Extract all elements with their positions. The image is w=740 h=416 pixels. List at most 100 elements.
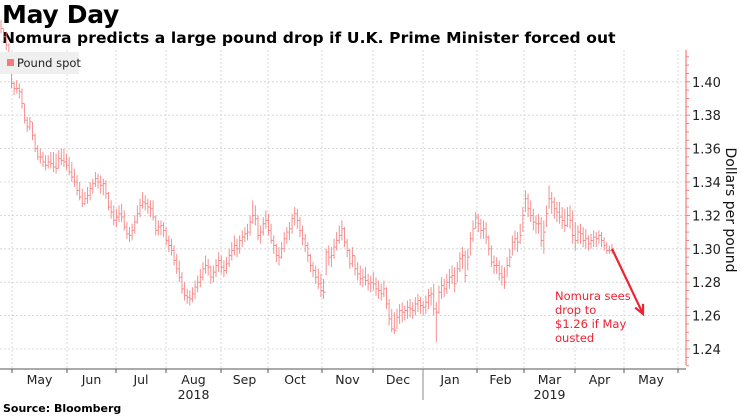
- annotation-line-1: Nomura sees: [555, 289, 631, 303]
- x-tick-label: Nov: [335, 372, 360, 387]
- price-bar: [396, 308, 400, 329]
- price-bar: [448, 268, 452, 289]
- price-bar: [601, 232, 604, 248]
- price-bar: [590, 233, 594, 249]
- price-bar: [254, 205, 258, 226]
- x-tick-label: Aug: [181, 372, 205, 387]
- price-bar: [5, 31, 9, 51]
- price-bar: [475, 212, 478, 229]
- x-year-label: 2018: [178, 387, 210, 402]
- price-bar: [157, 220, 161, 236]
- price-bar: [391, 308, 394, 333]
- price-bar: [404, 305, 408, 321]
- price-bar: [100, 175, 103, 194]
- price-bar: [144, 195, 148, 211]
- price-bar: [551, 192, 554, 214]
- price-bar: [412, 302, 415, 319]
- price-bar: [47, 155, 51, 169]
- price-bar: [286, 227, 290, 244]
- price-bar: [519, 223, 523, 244]
- price-bar: [577, 225, 581, 244]
- price-bar: [378, 280, 381, 299]
- price-bar: [451, 265, 455, 284]
- price-bar: [462, 247, 465, 269]
- price-bar: [304, 233, 308, 253]
- price-bar: [257, 215, 261, 241]
- price-bar: [454, 267, 457, 293]
- price-bar: [338, 225, 342, 244]
- price-bar: [212, 265, 216, 283]
- price-bar: [603, 237, 607, 251]
- price-bar: [362, 268, 366, 288]
- price-bar: [205, 255, 208, 274]
- price-bar: [530, 200, 533, 223]
- price-bar: [231, 242, 234, 261]
- x-tick-label: Dec: [386, 372, 410, 387]
- price-bar: [31, 121, 35, 141]
- price-bar: [239, 235, 242, 254]
- price-bar: [87, 187, 90, 204]
- price-bar: [320, 273, 324, 298]
- price-bar: [472, 220, 476, 243]
- price-bar: [593, 230, 596, 248]
- price-bar: [399, 303, 402, 324]
- price-bar: [218, 252, 221, 273]
- price-bar: [241, 230, 245, 248]
- price-bar: [16, 80, 19, 94]
- legend: Pound spot: [0, 52, 81, 74]
- price-bar: [102, 178, 106, 196]
- price-bar: [606, 242, 609, 254]
- x-tick-label: Jun: [81, 372, 102, 387]
- price-bar: [365, 267, 368, 286]
- price-bar: [393, 312, 397, 334]
- price-bar: [296, 208, 300, 229]
- y-tick-label: 1.28: [692, 276, 721, 291]
- price-bar: [215, 258, 219, 278]
- price-bar: [543, 220, 547, 254]
- price-bar: [315, 265, 318, 284]
- price-bar: [139, 198, 143, 218]
- price-bar: [375, 277, 379, 296]
- x-year-label: 2019: [534, 387, 566, 402]
- y-tick-label: 1.36: [692, 143, 721, 158]
- price-bar: [506, 257, 510, 278]
- price-bar: [260, 225, 263, 244]
- price-bar: [370, 275, 373, 293]
- price-bar: [511, 235, 515, 256]
- price-bar: [446, 273, 449, 294]
- price-bar: [191, 287, 195, 303]
- price-bar: [66, 153, 69, 171]
- price-bar: [45, 155, 48, 171]
- price-bar: [13, 81, 17, 96]
- price-bar: [582, 227, 586, 248]
- grid-lines: [0, 50, 686, 369]
- price-bar: [63, 148, 67, 167]
- price-bar: [488, 235, 491, 256]
- y-tick-label: 1.32: [692, 209, 721, 224]
- price-bar: [223, 260, 227, 278]
- price-bar: [401, 302, 405, 323]
- price-bar: [273, 235, 276, 254]
- price-bar: [249, 215, 253, 236]
- price-bar: [483, 220, 486, 239]
- price-bar: [178, 260, 182, 283]
- price-bar: [181, 272, 185, 294]
- price-bar: [105, 180, 109, 199]
- price-bar: [186, 288, 190, 304]
- price-bar: [246, 223, 250, 241]
- price-bar: [435, 302, 439, 343]
- price-bar: [50, 151, 54, 169]
- price-bar: [359, 265, 363, 286]
- price-bar: [110, 200, 114, 219]
- price-bar: [559, 202, 562, 224]
- price-bar: [68, 156, 72, 176]
- x-tick-label: Apr: [589, 372, 611, 387]
- x-tick-label: Oct: [284, 372, 306, 387]
- x-tick-label: May: [27, 372, 53, 387]
- price-bar: [527, 193, 531, 218]
- annotation-line-2: drop to: [555, 303, 596, 317]
- price-bar: [608, 245, 612, 254]
- price-bar: [283, 232, 287, 253]
- price-bar: [464, 250, 468, 283]
